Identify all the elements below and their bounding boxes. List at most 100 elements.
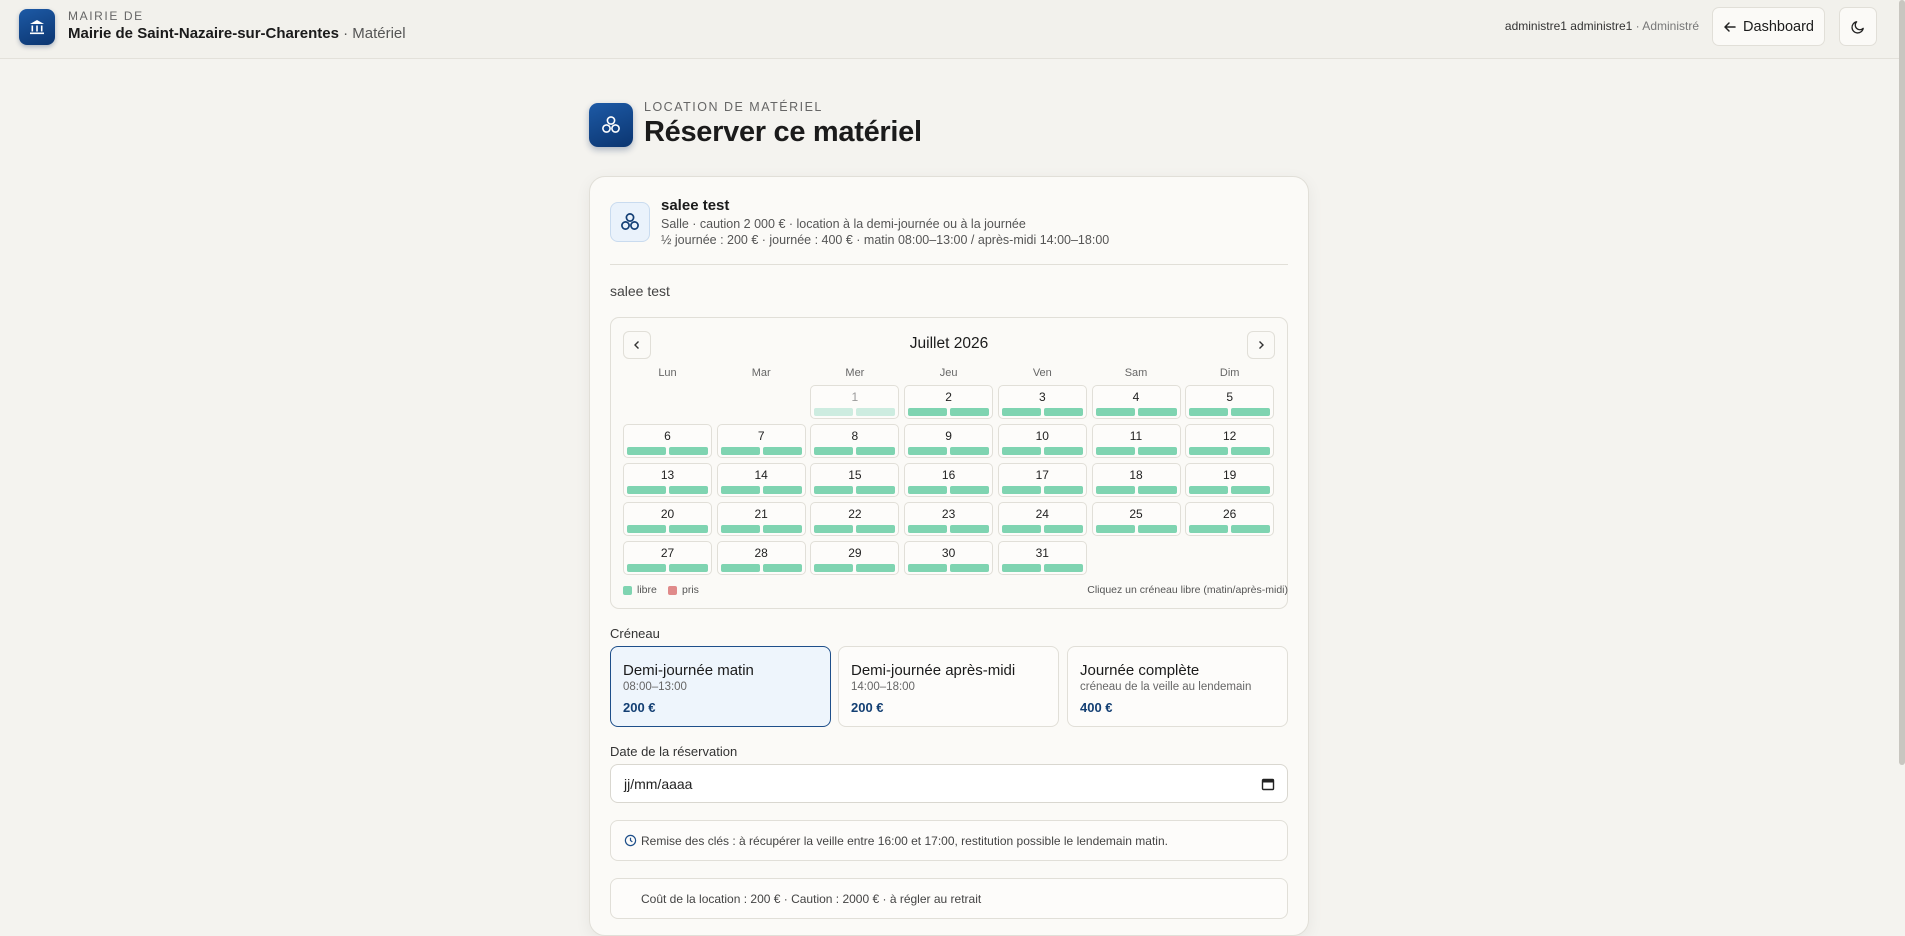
day-number: 10 xyxy=(1035,429,1049,443)
afternoon-slot[interactable] xyxy=(1137,408,1177,416)
afternoon-slot[interactable] xyxy=(950,564,990,572)
dashboard-button[interactable]: Dashboard xyxy=(1712,7,1825,46)
afternoon-slot[interactable] xyxy=(669,525,708,533)
morning-slot[interactable] xyxy=(814,564,854,572)
afternoon-slot[interactable] xyxy=(950,408,990,416)
morning-slot[interactable] xyxy=(814,447,854,455)
slot-option[interactable]: Demi-journée après-midi 14:00–18:00 200 € xyxy=(838,646,1059,727)
calendar-day[interactable]: 6 xyxy=(623,424,712,458)
calendar-day[interactable]: 9 xyxy=(904,424,994,458)
calendar-day[interactable]: 14 xyxy=(716,463,806,497)
morning-slot[interactable] xyxy=(1001,447,1041,455)
calendar-day[interactable]: 31 xyxy=(997,541,1087,575)
afternoon-slot[interactable] xyxy=(1231,447,1271,455)
morning-slot[interactable] xyxy=(908,525,948,533)
afternoon-slot[interactable] xyxy=(1137,525,1177,533)
calendar-day[interactable]: 23 xyxy=(904,502,994,536)
morning-slot[interactable] xyxy=(1001,486,1041,494)
calendar-day[interactable]: 24 xyxy=(997,502,1087,536)
afternoon-slot[interactable] xyxy=(1231,408,1271,416)
afternoon-slot[interactable] xyxy=(762,486,802,494)
afternoon-slot[interactable] xyxy=(856,486,896,494)
date-input[interactable]: jj/mm/aaaa xyxy=(610,764,1288,803)
calendar-day[interactable]: 17 xyxy=(997,463,1087,497)
morning-slot[interactable] xyxy=(627,447,666,455)
morning-slot[interactable] xyxy=(1095,486,1135,494)
afternoon-slot[interactable] xyxy=(950,525,990,533)
afternoon-slot[interactable] xyxy=(1043,525,1083,533)
morning-slot[interactable] xyxy=(720,564,760,572)
calendar-day[interactable]: 7 xyxy=(716,424,806,458)
calendar-day[interactable]: 28 xyxy=(716,541,806,575)
morning-slot[interactable] xyxy=(1001,408,1041,416)
afternoon-slot[interactable] xyxy=(1043,564,1083,572)
calendar-day[interactable]: 15 xyxy=(810,463,900,497)
afternoon-slot[interactable] xyxy=(669,486,708,494)
previous-month-button[interactable] xyxy=(623,331,651,359)
afternoon-slot[interactable] xyxy=(669,447,708,455)
afternoon-slot[interactable] xyxy=(856,564,896,572)
calendar-day[interactable]: 26 xyxy=(1185,502,1275,536)
slot-option[interactable]: Demi-journée matin 08:00–13:00 200 € xyxy=(610,646,831,727)
calendar-day[interactable]: 16 xyxy=(904,463,994,497)
calendar-day[interactable]: 22 xyxy=(810,502,900,536)
morning-slot[interactable] xyxy=(1001,525,1041,533)
morning-slot[interactable] xyxy=(814,525,854,533)
calendar-day[interactable]: 11 xyxy=(1091,424,1181,458)
afternoon-slot[interactable] xyxy=(950,486,990,494)
morning-slot[interactable] xyxy=(720,486,760,494)
morning-slot[interactable] xyxy=(908,447,948,455)
afternoon-slot[interactable] xyxy=(762,525,802,533)
morning-slot[interactable] xyxy=(720,447,760,455)
calendar-day[interactable]: 18 xyxy=(1091,463,1181,497)
morning-slot[interactable] xyxy=(908,408,948,416)
morning-slot[interactable] xyxy=(1001,564,1041,572)
morning-slot[interactable] xyxy=(1189,408,1229,416)
theme-toggle[interactable] xyxy=(1839,7,1877,46)
calendar-day[interactable]: 29 xyxy=(810,541,900,575)
afternoon-slot[interactable] xyxy=(1043,486,1083,494)
morning-slot[interactable] xyxy=(1189,486,1229,494)
calendar-day[interactable]: 4 xyxy=(1091,385,1181,419)
morning-slot[interactable] xyxy=(908,486,948,494)
morning-slot[interactable] xyxy=(1095,408,1135,416)
calendar-day[interactable]: 13 xyxy=(623,463,712,497)
morning-slot[interactable] xyxy=(814,486,854,494)
afternoon-slot[interactable] xyxy=(762,564,802,572)
morning-slot[interactable] xyxy=(1095,525,1135,533)
calendar-day[interactable]: 8 xyxy=(810,424,900,458)
calendar-day[interactable]: 19 xyxy=(1185,463,1275,497)
afternoon-slot[interactable] xyxy=(1231,525,1271,533)
calendar-day[interactable]: 27 xyxy=(623,541,712,575)
calendar-day[interactable]: 25 xyxy=(1091,502,1181,536)
calendar-day[interactable]: 2 xyxy=(904,385,994,419)
afternoon-slot[interactable] xyxy=(856,447,896,455)
afternoon-slot[interactable] xyxy=(1043,408,1083,416)
morning-slot[interactable] xyxy=(908,564,948,572)
afternoon-slot[interactable] xyxy=(856,525,896,533)
afternoon-slot[interactable] xyxy=(762,447,802,455)
morning-slot[interactable] xyxy=(720,525,760,533)
calendar-day[interactable]: 5 xyxy=(1185,385,1275,419)
afternoon-slot[interactable] xyxy=(1137,447,1177,455)
afternoon-slot[interactable] xyxy=(669,564,708,572)
calendar-day[interactable]: 10 xyxy=(997,424,1087,458)
calendar-day[interactable]: 12 xyxy=(1185,424,1275,458)
morning-slot[interactable] xyxy=(1189,447,1229,455)
calendar-day[interactable]: 21 xyxy=(716,502,806,536)
afternoon-slot[interactable] xyxy=(1137,486,1177,494)
calendar-day[interactable]: 30 xyxy=(904,541,994,575)
next-month-button[interactable] xyxy=(1247,331,1275,359)
morning-slot[interactable] xyxy=(1095,447,1135,455)
morning-slot[interactable] xyxy=(1189,525,1229,533)
morning-slot[interactable] xyxy=(627,525,666,533)
morning-slot[interactable] xyxy=(627,564,666,572)
afternoon-slot[interactable] xyxy=(1043,447,1083,455)
slot-option[interactable]: Journée complète créneau de la veille au … xyxy=(1067,646,1288,727)
calendar-day[interactable]: 3 xyxy=(997,385,1087,419)
afternoon-slot[interactable] xyxy=(1231,486,1271,494)
day-number: 27 xyxy=(660,546,675,560)
morning-slot[interactable] xyxy=(627,486,666,494)
afternoon-slot[interactable] xyxy=(950,447,990,455)
calendar-day[interactable]: 20 xyxy=(623,502,712,536)
